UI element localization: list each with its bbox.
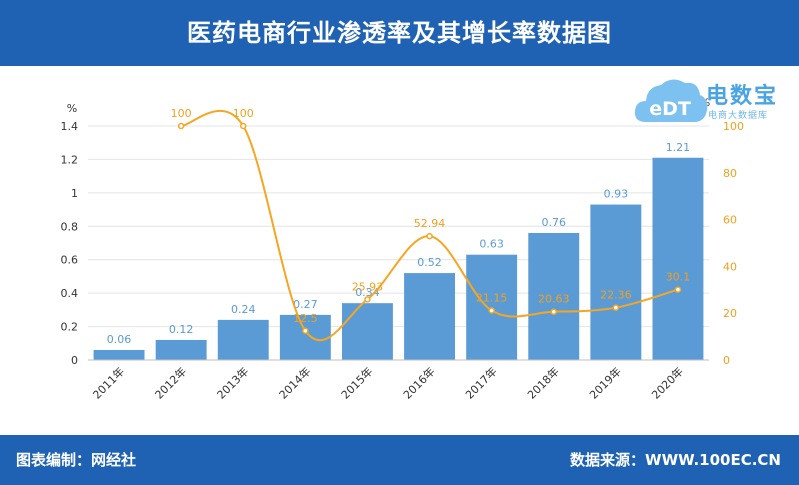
logo-mark: eDT <box>649 98 691 120</box>
left-tick-label: 0.2 <box>61 321 79 334</box>
x-tick-label: 2012年 <box>152 364 189 401</box>
growth-point <box>240 122 247 130</box>
growth-value-label: 52.94 <box>414 217 446 230</box>
growth-value-label: 100 <box>233 107 254 120</box>
left-axis-unit: % <box>67 102 77 115</box>
growth-point <box>674 286 682 293</box>
right-tick-label: 0 <box>723 354 730 367</box>
growth-value-label: 12.5 <box>293 312 318 325</box>
bar-value-label: 0.06 <box>107 333 132 346</box>
bar <box>652 157 704 360</box>
growth-point <box>177 122 185 130</box>
footer-source: 数据来源：WWW.100EC.CN <box>570 451 781 469</box>
footer-bar: 图表编制：网经社 数据来源：WWW.100EC.CN <box>0 435 799 485</box>
growth-point <box>426 232 433 240</box>
logo-subtitle: 电商大数据库 <box>708 111 769 121</box>
left-tick-label: 0.8 <box>61 220 79 233</box>
growth-point <box>612 304 620 311</box>
bar <box>528 232 580 360</box>
left-tick-label: 0.6 <box>61 254 79 267</box>
x-tick-label: 2017年 <box>462 364 499 401</box>
x-tick-label: 2011年 <box>90 364 127 401</box>
bar <box>93 349 145 360</box>
left-tick-label: 1 <box>71 187 78 200</box>
x-tick-label: 2016年 <box>400 364 437 401</box>
growth-value-label: 22.36 <box>600 289 632 302</box>
cloud-logo-icon: eDT <box>634 79 708 122</box>
left-tick-label: 1.4 <box>61 120 79 133</box>
left-tick-label: 0.4 <box>61 287 79 300</box>
right-tick-label: 100 <box>723 120 744 133</box>
right-tick-label: 40 <box>723 260 737 273</box>
bar-value-label: 0.27 <box>293 298 318 311</box>
page-title: 医药电商行业渗透率及其增长率数据图 <box>187 19 612 47</box>
bar <box>279 314 331 360</box>
bar-value-label: 0.76 <box>542 216 567 229</box>
logo-brand: 电数宝 <box>706 84 779 109</box>
bar <box>404 273 456 360</box>
bar-value-label: 0.52 <box>417 256 442 269</box>
x-tick-label: 2020年 <box>649 364 686 401</box>
bar <box>341 303 393 360</box>
logo: eDT 电数宝 电商大数据库 <box>632 72 792 134</box>
chart-area: 00.20.40.60.811.21.4%020406080100%0.060.… <box>0 66 799 435</box>
growth-value-label: 20.63 <box>538 293 570 306</box>
left-tick-label: 1.2 <box>61 153 79 166</box>
bar <box>155 339 207 360</box>
bar-value-label: 1.21 <box>666 141 691 154</box>
bar-value-label: 0.93 <box>604 188 629 201</box>
growth-value-label: 21.15 <box>476 292 508 305</box>
growth-value-label: 100 <box>171 107 192 120</box>
growth-point <box>488 307 495 314</box>
bar-value-label: 0.34 <box>355 286 380 299</box>
x-tick-label: 2015年 <box>338 364 375 401</box>
x-tick-label: 2019年 <box>586 364 623 401</box>
bar-value-label: 0.63 <box>479 238 504 251</box>
growth-point <box>302 327 309 334</box>
x-tick-label: 2013年 <box>214 364 251 401</box>
right-tick-label: 20 <box>723 307 737 320</box>
title-bar: 医药电商行业渗透率及其增长率数据图 <box>0 0 799 66</box>
bar-value-label: 0.24 <box>231 303 256 316</box>
growth-point <box>364 296 371 303</box>
growth-point <box>550 308 557 315</box>
bar <box>217 319 269 360</box>
growth-line <box>180 109 679 342</box>
combo-chart: 00.20.40.60.811.21.4%020406080100%0.060.… <box>61 96 745 402</box>
growth-value-label: 30.1 <box>666 271 691 284</box>
right-tick-label: 60 <box>723 214 737 227</box>
growth-value-label: 25.93 <box>352 280 384 293</box>
bar <box>590 204 642 360</box>
x-tick-label: 2018年 <box>524 364 561 401</box>
bar-value-label: 0.12 <box>169 323 194 336</box>
right-tick-label: 80 <box>723 167 737 180</box>
x-tick-label: 2014年 <box>276 364 313 401</box>
footer-credit: 图表编制：网经社 <box>16 451 137 469</box>
left-tick-label: 0 <box>71 354 78 367</box>
